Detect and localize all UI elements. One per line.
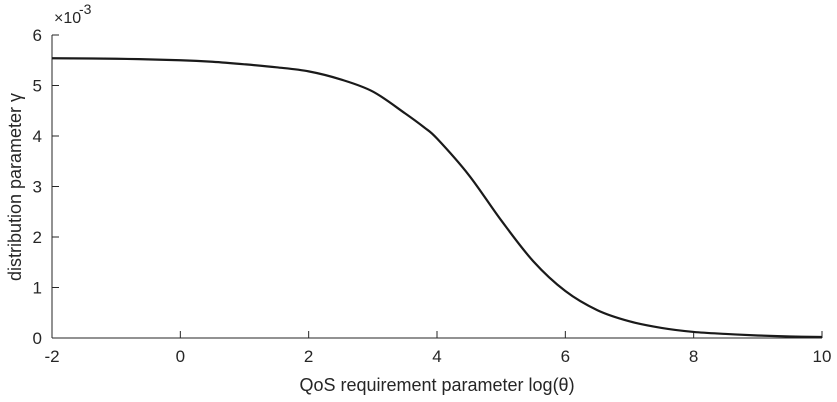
y-axis-label: distribution parameter γ xyxy=(5,93,25,281)
x-tick-label: 10 xyxy=(813,347,832,366)
y-axis-multiplier-exponent: -3 xyxy=(79,1,92,17)
y-tick-label: 3 xyxy=(33,178,42,197)
y-tick-label: 5 xyxy=(33,77,42,96)
x-tick-label: 6 xyxy=(561,347,570,366)
x-tick-label: 2 xyxy=(304,347,313,366)
y-tick-label: 6 xyxy=(33,26,42,45)
y-tick-label: 1 xyxy=(33,279,42,298)
x-tick-label: -2 xyxy=(44,347,59,366)
x-axis: -2 0 2 4 6 8 10 xyxy=(44,331,831,366)
x-axis-label: QoS requirement parameter log(θ) xyxy=(299,375,574,395)
x-tick-label: 8 xyxy=(689,347,698,366)
x-tick-label: 0 xyxy=(176,347,185,366)
y-axis-multiplier: ×10 xyxy=(54,10,81,27)
series-line xyxy=(51,57,823,339)
y-tick-label: 4 xyxy=(33,127,42,146)
axes-frame xyxy=(51,35,822,339)
y-tick-label: 0 xyxy=(33,329,42,348)
y-axis: 0 1 2 3 4 5 6 xyxy=(33,26,59,348)
x-tick-label: 4 xyxy=(432,347,441,366)
y-tick-label: 2 xyxy=(33,228,42,247)
